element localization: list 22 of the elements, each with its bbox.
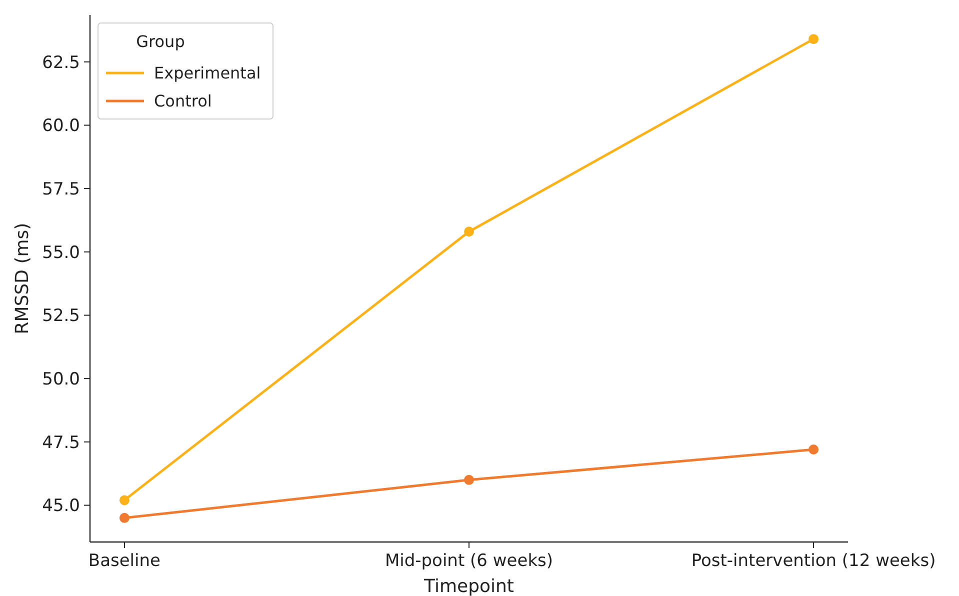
y-tick-label: 45.0	[42, 496, 80, 516]
x-axis-title: Timepoint	[423, 576, 514, 596]
point	[808, 444, 819, 455]
legend-label: Experimental	[154, 64, 261, 83]
y-tick-label: 55.0	[42, 242, 80, 263]
y-tick-label: 57.5	[42, 180, 80, 200]
y-tick-label: 47.5	[42, 432, 80, 453]
point	[464, 226, 474, 237]
legend-title: Group	[136, 32, 185, 51]
y-tick-label: 50.0	[42, 370, 80, 390]
y-tick-label: 52.5	[42, 306, 80, 326]
legend-label: Control	[154, 92, 212, 111]
y-axis-title: RMSSD (ms)	[12, 222, 33, 334]
point	[808, 34, 819, 44]
point	[464, 474, 474, 485]
x-tick-label: Baseline	[88, 551, 160, 571]
x-tick-label: Mid-point (6 weeks)	[384, 551, 554, 571]
x-tick-label: Post-intervention (12 weeks)	[691, 551, 936, 571]
point	[119, 495, 130, 506]
point	[119, 512, 130, 523]
y-tick-label: 62.5	[42, 52, 80, 73]
y-tick-label: 60.0	[42, 116, 80, 136]
